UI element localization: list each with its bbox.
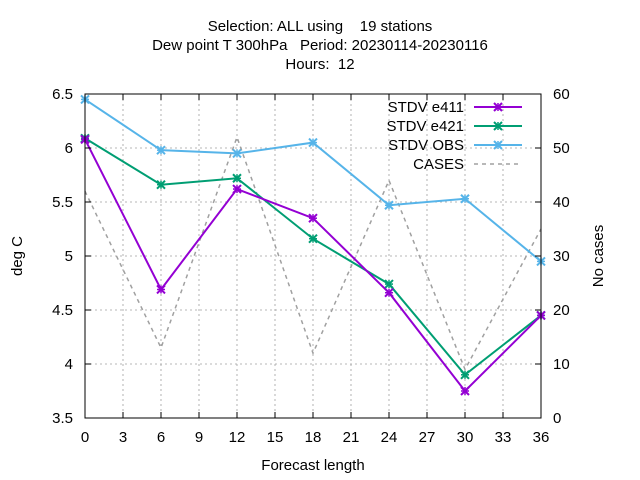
x-tick-label: 3 — [119, 429, 127, 446]
data-point-stdv-obs — [308, 137, 318, 148]
y2-tick-label: 50 — [553, 140, 570, 157]
chart-title-line-3: Hours: 12 — [285, 56, 355, 73]
y2-tick-label: 20 — [553, 302, 570, 319]
data-point-stdv-e421 — [384, 279, 394, 289]
y2-tick-label: 40 — [553, 194, 570, 211]
y-tick-label: 5.5 — [52, 194, 73, 211]
data-point-stdv-obs — [460, 194, 470, 204]
y-tick-label: 5 — [65, 248, 73, 265]
y-tick-label: 3.5 — [52, 410, 73, 427]
data-point-stdv-e421 — [460, 370, 470, 380]
y2-tick-label: 10 — [553, 356, 570, 373]
legend-label: STDV e421 — [386, 118, 464, 135]
y-tick-label: 4 — [65, 356, 73, 373]
y2-tick-label: 30 — [553, 248, 570, 265]
y2-axis-label: No cases — [590, 225, 607, 288]
x-tick-label: 21 — [343, 429, 360, 446]
x-tick-label: 33 — [495, 429, 512, 446]
data-point-stdv-e411 — [384, 288, 394, 298]
legend: STDV e411 STDV e421 STDV OBS CASES — [386, 99, 522, 173]
y2-tick-label: 60 — [553, 86, 570, 103]
legend-label: CASES — [413, 156, 464, 173]
x-tick-label: 9 — [195, 429, 203, 446]
data-point-stdv-e411 — [308, 213, 318, 223]
chart-title-line-2: Dew point T 300hPa Period: 20230114-2023… — [152, 37, 488, 54]
y-tick-label: 6.5 — [52, 86, 73, 103]
legend-marker — [493, 121, 503, 131]
data-point-stdv-e411 — [156, 284, 166, 295]
legend-marker — [493, 102, 503, 112]
series-line-cases — [84, 134, 542, 372]
data-point-stdv-obs — [232, 148, 242, 159]
data-point-stdv-e411 — [460, 386, 470, 396]
x-tick-label: 24 — [381, 429, 398, 446]
y-tick-label: 4.5 — [52, 302, 73, 319]
x-tick-label: 27 — [419, 429, 436, 446]
data-point-stdv-e421 — [156, 180, 166, 190]
x-tick-label: 30 — [457, 429, 474, 446]
legend-label: STDV OBS — [388, 137, 464, 154]
data-point-stdv-e411 — [232, 184, 242, 194]
data-point-stdv-e421 — [232, 173, 242, 183]
x-tick-label: 36 — [533, 429, 550, 446]
legend-label: STDV e411 — [388, 99, 464, 116]
y-axis-label: deg C — [9, 236, 26, 276]
legend-marker — [493, 140, 503, 150]
y2-tick-label: 0 — [553, 410, 561, 427]
y-tick-label: 6 — [65, 140, 73, 157]
ticks: 0 3 6 9 12 15 18 21 24 27 30 33 363.544.555.566.5010… — [52, 86, 570, 446]
x-tick-label: 6 — [157, 429, 165, 446]
x-tick-label: 0 — [81, 429, 89, 446]
chart-title-line-1: Selection: ALL using 19 stations — [207, 18, 433, 35]
data-point-stdv-obs — [156, 145, 166, 155]
series-layer — [80, 94, 546, 396]
x-axis-label: Forecast length — [261, 457, 364, 474]
x-tick-label: 12 — [229, 429, 246, 446]
data-point-stdv-obs — [384, 200, 394, 210]
x-tick-label: 15 — [267, 429, 284, 446]
x-tick-label: 18 — [305, 429, 322, 446]
data-point-stdv-e421 — [308, 234, 318, 244]
